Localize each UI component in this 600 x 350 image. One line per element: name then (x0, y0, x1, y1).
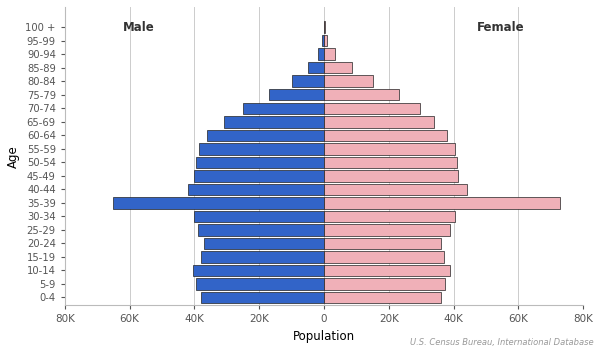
Bar (324, 49, 335, 60)
Bar (324, 278, 445, 289)
Bar (324, 211, 455, 222)
Bar (318, 49, 324, 60)
Bar (324, 156, 457, 168)
Bar (224, 116, 324, 127)
Bar (292, 76, 324, 87)
X-axis label: Population: Population (293, 330, 355, 343)
Bar (194, 211, 324, 222)
Bar (188, 183, 324, 195)
Bar (197, 224, 324, 236)
Bar (193, 265, 324, 276)
Bar (324, 251, 444, 262)
Bar (324, 197, 560, 209)
Bar (324, 35, 327, 47)
Bar (324, 76, 373, 87)
Bar (324, 143, 455, 154)
Bar (201, 292, 324, 303)
Bar (324, 265, 451, 276)
Bar (113, 197, 324, 209)
Y-axis label: Age: Age (7, 145, 20, 168)
Bar (196, 156, 324, 168)
Bar (194, 170, 324, 182)
Bar (324, 89, 398, 100)
Bar (324, 130, 447, 141)
Bar (308, 62, 324, 74)
Bar (324, 238, 440, 249)
Bar (269, 89, 324, 100)
Bar (199, 143, 324, 154)
Bar (201, 251, 324, 262)
Bar (324, 183, 467, 195)
Bar (208, 130, 324, 141)
Text: U.S. Census Bureau, International Database: U.S. Census Bureau, International Databa… (410, 337, 594, 346)
Bar (204, 238, 324, 249)
Bar (324, 292, 440, 303)
Text: Male: Male (123, 21, 155, 34)
Bar (324, 103, 419, 114)
Bar (243, 103, 324, 114)
Bar (324, 62, 352, 74)
Text: Female: Female (477, 21, 525, 34)
Bar (324, 224, 451, 236)
Bar (322, 35, 324, 47)
Bar (196, 278, 324, 289)
Bar (324, 170, 458, 182)
Bar (324, 116, 434, 127)
